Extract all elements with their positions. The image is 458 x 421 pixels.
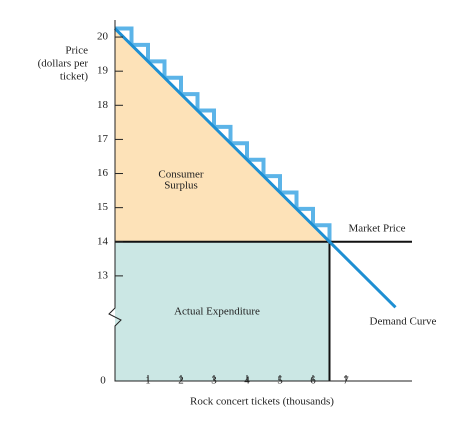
y-label: ticket) (60, 71, 88, 83)
annotation: Actual Expenditure (174, 306, 260, 318)
x-tick-label: 4 (244, 375, 250, 387)
step (181, 92, 200, 111)
y-tick-label: 19 (97, 65, 109, 77)
y-label: (dollars per (38, 58, 89, 70)
x-tick-label: 5 (277, 375, 283, 387)
y-tick-label: 15 (97, 201, 109, 213)
step (214, 124, 233, 144)
y-tick-label: 14 (97, 235, 109, 247)
step (164, 75, 183, 95)
annotation: Surplus (164, 180, 198, 192)
y-label: Price (65, 45, 88, 57)
x-label: Rock concert tickets (thousands) (190, 396, 334, 408)
step (263, 174, 282, 193)
y-tick-label: 18 (97, 99, 109, 111)
step (230, 141, 249, 160)
demand-line (113, 27, 397, 309)
x-tick-label: 0 (100, 375, 106, 387)
y-tick-label: 16 (97, 167, 109, 179)
step (148, 59, 167, 78)
y-tick-label: 13 (97, 269, 109, 281)
x-tick-label: 2 (178, 375, 184, 387)
expenditure (115, 241, 330, 381)
marks (113, 26, 412, 381)
x-tick-label: 1 (145, 375, 151, 387)
annotation: Consumer (158, 169, 204, 181)
y-tick-label: 20 (97, 31, 109, 43)
step (197, 108, 216, 127)
legend-label: Demand Curve (370, 316, 437, 328)
annotation: Market Price (348, 223, 405, 235)
step (247, 157, 266, 177)
y-tick-label: 17 (97, 133, 109, 145)
x-tick-label: 3 (211, 375, 217, 387)
x-tick-label: 6 (310, 375, 316, 387)
step (280, 190, 299, 209)
x-tick-label: 7 (343, 375, 349, 387)
step (313, 223, 332, 242)
step (296, 206, 315, 226)
step (131, 42, 150, 62)
axes (108, 20, 412, 382)
step (115, 26, 134, 45)
